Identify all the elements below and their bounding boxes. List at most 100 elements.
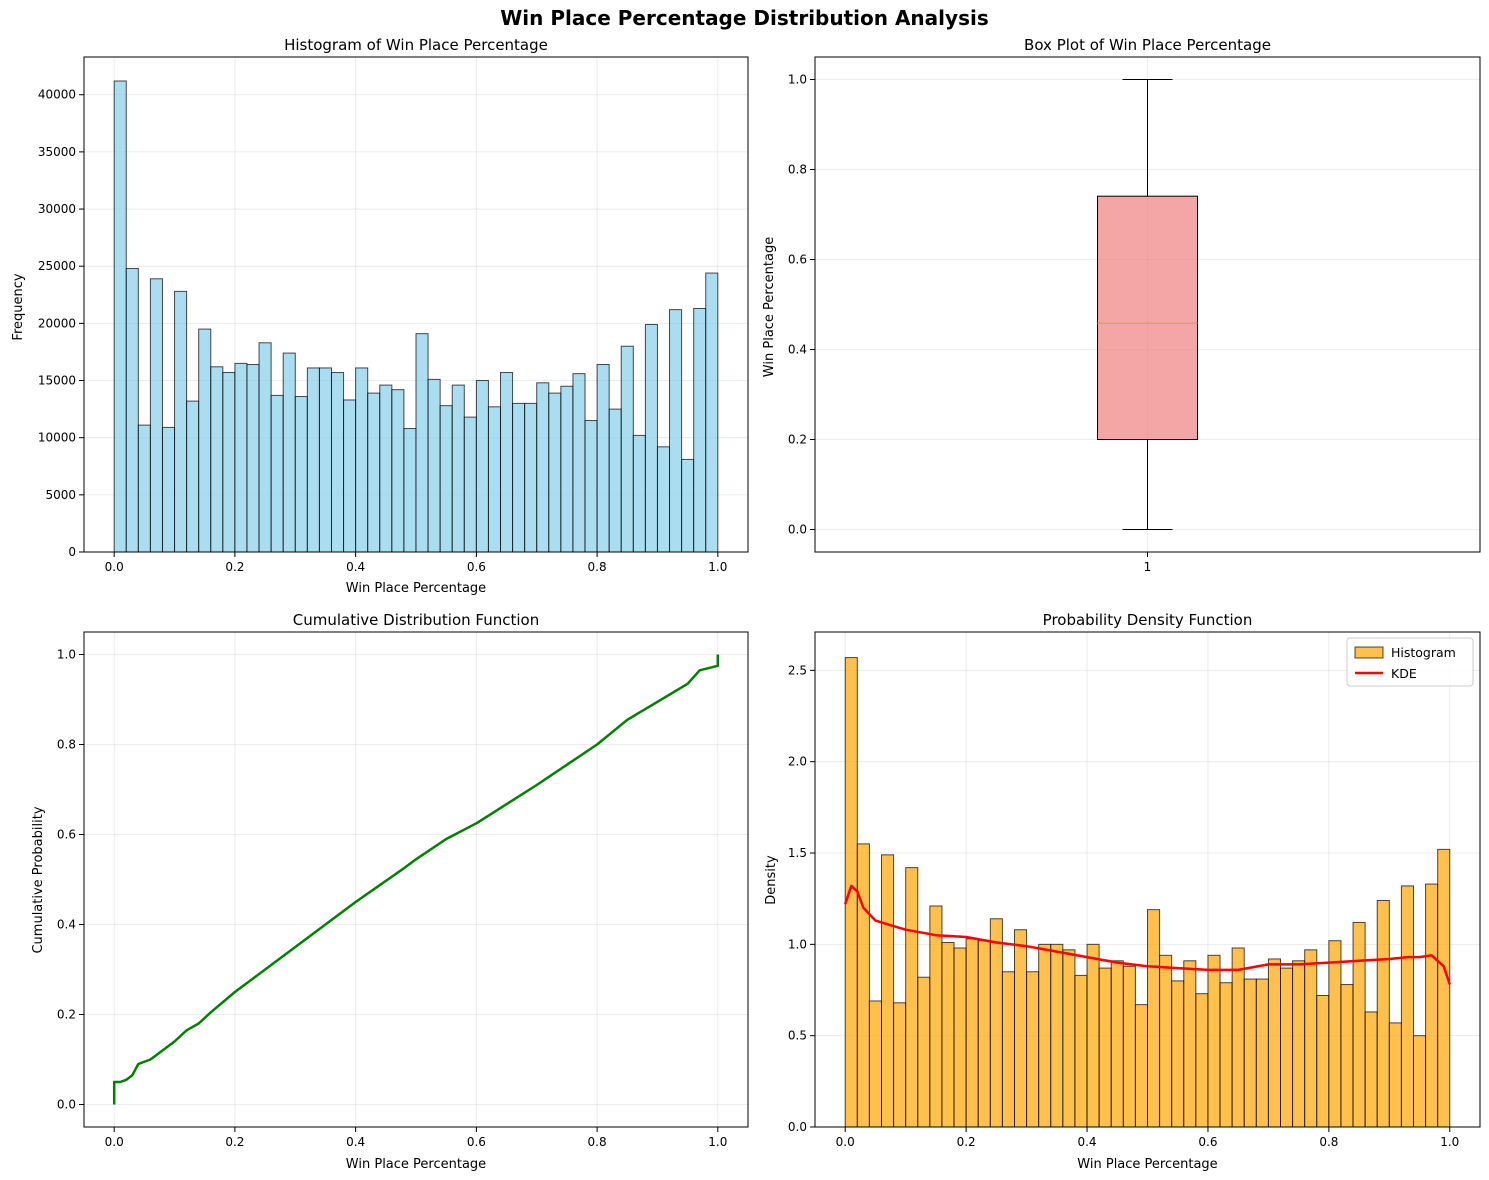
histogram-bar (1183, 960, 1197, 1128)
y-tick-label: 0.6 (788, 253, 807, 267)
x-tick-label: 0.4 (346, 1135, 365, 1149)
histogram-bar (705, 272, 719, 553)
histogram-bar (1122, 965, 1136, 1128)
axis-ticks: 0.0 0.2 0.4 0.6 0.8 1.0 0.0 0.2 0.4 0.6 0.8 1.0 (57, 648, 727, 1150)
histogram-bar (270, 394, 284, 553)
histogram-bar (1316, 994, 1330, 1128)
x-tick-label: 0.8 (588, 1135, 607, 1149)
histogram-bar (475, 380, 489, 553)
histogram-bar (512, 402, 526, 553)
histogram-bar (989, 918, 1003, 1128)
histogram-bar (330, 372, 345, 553)
panel-title: Probability Density Function (1043, 611, 1253, 629)
y-axis-label: Frequency (11, 273, 26, 340)
histogram-bar (137, 424, 151, 553)
x-tick-label: 0.0 (105, 560, 124, 574)
histogram-bar (905, 867, 919, 1128)
x-tick-label: 0.0 (836, 1135, 855, 1149)
histogram-bar (1352, 921, 1366, 1128)
axis-ticks: 0.0 0.2 0.4 0.6 0.8 1.0 0 5000 10000 15000 20000 25… (38, 88, 728, 574)
y-tick-label: 0.0 (788, 1120, 807, 1134)
y-tick-label: 0.2 (788, 433, 807, 447)
histogram-bar (1134, 1004, 1148, 1128)
histogram-bar (367, 392, 381, 553)
histogram-bar (1147, 909, 1161, 1128)
histogram-bar (929, 905, 943, 1128)
axes-frame (83, 631, 749, 1128)
histogram-bar (868, 1000, 883, 1128)
x-tick-label: 1 (1144, 560, 1152, 574)
histogram-bar (941, 942, 955, 1128)
x-tick-label: 1.0 (708, 560, 727, 574)
histogram-bar (1098, 967, 1112, 1128)
iqr-box (1097, 195, 1198, 440)
histogram-bar (953, 947, 967, 1128)
plot-area (112, 654, 720, 1105)
histogram-bar (463, 416, 477, 553)
histogram-bar (258, 342, 272, 553)
histogram-bar (1340, 984, 1354, 1128)
histogram-bar (1014, 929, 1028, 1128)
histogram-bar (1388, 1022, 1402, 1128)
axis-ticks: 0.0 0.2 0.4 0.6 0.8 1.0 0.0 0.5 1.0 1.5 2.0 2.5 (788, 663, 1459, 1149)
x-tick-label: 0.6 (467, 1135, 486, 1149)
y-tick-label: 5000 (45, 488, 76, 502)
x-tick-label: 0.2 (225, 1135, 244, 1149)
histogram-bar (174, 290, 188, 553)
y-tick-label: 0 (68, 545, 76, 559)
histogram-bar (1086, 943, 1100, 1128)
axes-frame (83, 56, 749, 553)
axes-frame (814, 631, 1481, 1128)
x-tick-label: 0.6 (467, 560, 486, 574)
histogram-bar (844, 657, 858, 1128)
histogram-bar (1171, 980, 1185, 1128)
histogram-bar (427, 378, 441, 553)
histogram-panel: Histogram of Win Place Percentage Win Pl… (11, 36, 749, 596)
cdf-line (112, 654, 720, 1105)
y-tick-label: 2.0 (788, 755, 807, 769)
y-axis-label: Win Place Percentage (762, 237, 777, 377)
histogram-bar (965, 938, 979, 1128)
histogram-bar (403, 428, 417, 553)
cdf-panel: Cumulative Distribution Function Win Pla… (31, 611, 749, 1172)
histogram-bar (210, 366, 224, 553)
histogram-bar (584, 420, 598, 553)
histogram-bar (1425, 883, 1439, 1128)
y-tick-label: 1.0 (57, 648, 76, 662)
x-tick-label: 0.8 (588, 560, 607, 574)
legend-swatch-histogram (1354, 646, 1384, 659)
y-tick-label: 2.5 (788, 663, 807, 677)
histogram-bar (487, 406, 502, 553)
histogram-bar (1364, 1011, 1378, 1128)
y-tick-label: 0.6 (57, 828, 76, 842)
axis-ticks: 1 0.0 0.2 0.4 0.6 0.8 1.0 (788, 73, 1151, 575)
histogram-bar (1413, 1035, 1427, 1128)
y-tick-label: 0.2 (57, 1008, 76, 1022)
histogram-bar (1062, 949, 1076, 1128)
x-tick-label: 0.2 (957, 1135, 976, 1149)
pdf-panel: Probability Density Function Win Place P… (764, 611, 1481, 1172)
y-tick-label: 1.5 (788, 846, 807, 860)
histogram-bar (881, 854, 895, 1128)
histogram-bar (306, 367, 320, 553)
panel-title: Cumulative Distribution Function (293, 611, 539, 629)
histogram-bar (125, 267, 139, 553)
y-axis-label: Density (764, 855, 779, 905)
histogram-bar (294, 396, 308, 553)
y-tick-label: 0.5 (788, 1029, 807, 1043)
histogram-bar (620, 345, 634, 553)
panel-title: Box Plot of Win Place Percentage (1024, 36, 1271, 54)
x-tick-label: 0.6 (1198, 1135, 1217, 1149)
figure-suptitle: Win Place Percentage Distribution Analys… (500, 6, 988, 30)
histogram-bar (1376, 900, 1390, 1128)
x-tick-label: 1.0 (708, 1135, 727, 1149)
histogram-bar (282, 352, 296, 553)
y-tick-label: 0.0 (57, 1098, 76, 1112)
histogram-bar (1026, 971, 1040, 1128)
histogram-bar (1038, 943, 1052, 1128)
histogram-bar (893, 1002, 907, 1128)
histogram-bar (318, 367, 332, 553)
histogram-bar (222, 372, 236, 553)
histogram-bar (632, 434, 646, 553)
